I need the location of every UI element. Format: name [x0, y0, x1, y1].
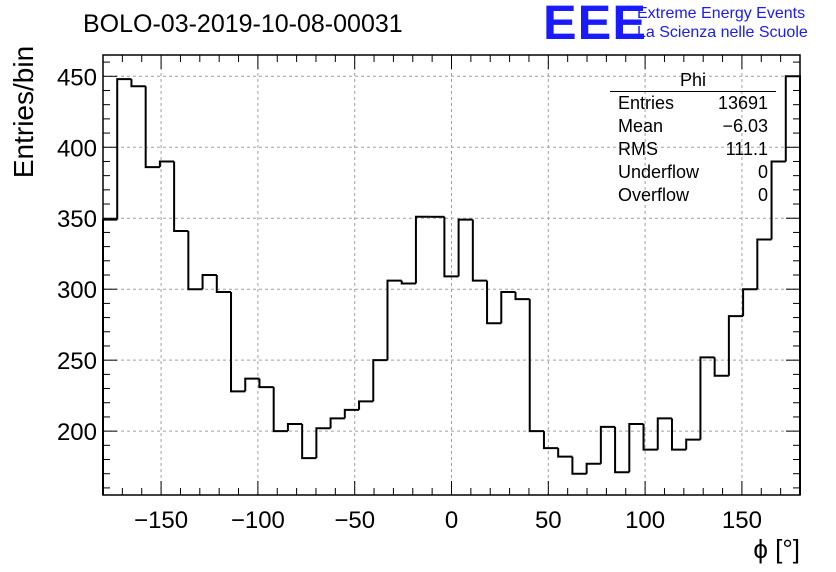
histogram-bin	[215, 275, 232, 294]
histogram-bin	[187, 231, 203, 291]
histogram-bin	[656, 417, 672, 450]
stats-value: −6.03	[722, 116, 768, 136]
x-tick-label: −100	[231, 507, 285, 534]
tick-labels: −150 −100 −50 0 50 100 150 200 250 300 350 400 450	[57, 64, 762, 534]
histogram-outline	[102, 75, 801, 495]
histogram-bin	[486, 280, 502, 325]
histogram-bin	[642, 424, 658, 451]
histogram-bin	[158, 160, 175, 168]
y-tick-label: 450	[57, 64, 97, 91]
histogram-bin	[784, 75, 801, 495]
stats-row-mean: Mean −6.03	[610, 115, 776, 138]
histogram-bin	[514, 292, 530, 301]
stats-row-entries: Entries 13691	[610, 92, 776, 115]
histogram-bin	[386, 279, 402, 361]
histogram-bin	[358, 400, 374, 410]
stats-title: Phi	[610, 70, 776, 92]
histogram-bin	[343, 408, 360, 419]
histogram-bin	[414, 215, 431, 284]
histogram-bin	[301, 424, 317, 460]
stats-value: 0	[757, 185, 768, 205]
y-tick-label: 350	[57, 206, 97, 233]
logo-line-1: Extreme Energy Events	[637, 5, 806, 22]
histogram-bin	[727, 315, 744, 376]
histogram-bin	[471, 219, 488, 282]
histogram-bin	[173, 161, 189, 232]
axes	[102, 54, 801, 496]
stats-label: Mean	[618, 116, 664, 136]
histogram-bin	[372, 359, 388, 402]
histogram-bin	[457, 218, 473, 277]
y-tick-label: 200	[57, 419, 97, 446]
stats-box: Phi Entries 13691 Mean −6.03 RMS 111.1 U…	[610, 70, 776, 207]
y-tick-label: 300	[57, 277, 97, 304]
histogram-bin	[258, 378, 274, 389]
histogram-bin	[770, 160, 786, 240]
x-axis-label: ϕ [°]	[753, 534, 800, 564]
histogram-bin	[116, 78, 132, 220]
histogram-bin	[713, 357, 729, 377]
histogram-bin	[557, 448, 573, 458]
histogram-bin	[756, 238, 772, 290]
stats-row-overflow: Overflow 0	[610, 184, 776, 207]
histogram-bin	[315, 427, 331, 459]
logo-line-2: La Scienza nelle Scuole	[637, 24, 808, 41]
histogram-bin	[614, 426, 630, 474]
y-tick-label: 400	[57, 135, 97, 162]
stats-value: 0	[757, 162, 768, 182]
stats-label: Overflow	[618, 185, 690, 205]
stats-value: 111.1	[725, 139, 768, 159]
y-tick-label: 250	[57, 348, 97, 375]
histogram-bin	[599, 425, 616, 464]
y-axis-label: Entries/bin	[8, 46, 39, 178]
histogram-bin	[244, 377, 260, 392]
histogram-bin	[144, 86, 160, 169]
histogram-bin	[286, 423, 303, 432]
x-tick-label: 50	[535, 507, 562, 534]
histogram-bin	[400, 280, 416, 285]
stats-label: Underflow	[618, 162, 700, 182]
x-tick-label: 0	[445, 507, 458, 534]
x-tick-label: −50	[334, 507, 375, 534]
x-tick-label: 150	[722, 507, 762, 534]
histogram-bin	[201, 274, 217, 290]
histogram-bin	[272, 387, 288, 433]
histogram-bin	[585, 462, 601, 474]
histogram-bin	[571, 456, 587, 475]
stats-row-underflow: Underflow 0	[610, 161, 776, 184]
logo-caption: Extreme Energy Events La Scienza nelle S…	[637, 4, 808, 42]
stats-value: 13691	[717, 93, 768, 113]
histogram-bin	[500, 291, 516, 324]
histogram-bin	[742, 288, 758, 317]
stats-row-rms: RMS 111.1	[610, 138, 776, 161]
histogram-bin	[628, 423, 644, 473]
x-tick-label: 100	[625, 507, 665, 534]
histogram-bin	[685, 438, 701, 450]
x-tick-label: −150	[134, 507, 188, 534]
chart-title: BOLO-03-2019-10-08-00031	[83, 10, 403, 38]
histogram-bin	[230, 292, 246, 393]
histogram-bin	[130, 79, 146, 88]
histogram-bin	[528, 299, 544, 433]
stats-label: RMS	[618, 139, 658, 159]
histogram-bin	[542, 431, 559, 450]
histogram-bin	[670, 418, 687, 451]
stats-label: Entries	[618, 93, 675, 113]
histogram-bin	[443, 216, 459, 278]
grid-lines	[103, 55, 800, 495]
histogram-bin	[699, 356, 715, 440]
eee-logo: EEE	[543, 0, 647, 50]
histogram-bin	[329, 417, 345, 429]
